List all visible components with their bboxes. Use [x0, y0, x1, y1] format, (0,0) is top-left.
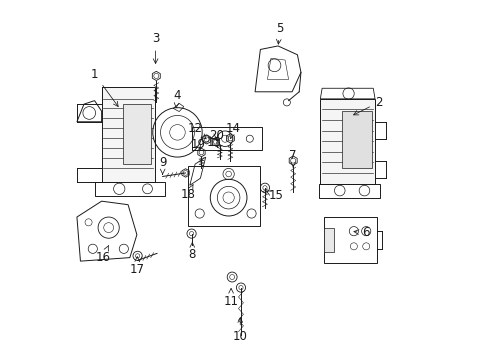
Polygon shape [122, 104, 151, 164]
Polygon shape [341, 111, 371, 168]
Text: 12: 12 [187, 122, 206, 139]
Text: 1: 1 [91, 68, 118, 107]
Text: 7: 7 [289, 149, 296, 167]
Text: 5: 5 [276, 22, 283, 44]
Polygon shape [102, 86, 154, 182]
Text: 3: 3 [152, 32, 159, 63]
Text: 8: 8 [188, 242, 196, 261]
Polygon shape [320, 99, 374, 184]
Polygon shape [323, 228, 334, 252]
Text: 20: 20 [208, 129, 223, 143]
Text: 14: 14 [225, 122, 240, 139]
Text: 16: 16 [95, 246, 110, 264]
Text: 13: 13 [206, 136, 222, 149]
Text: 18: 18 [180, 185, 195, 201]
Text: 2: 2 [353, 96, 382, 115]
Text: 10: 10 [232, 318, 247, 343]
Text: 4: 4 [173, 89, 181, 108]
Text: 15: 15 [265, 189, 283, 202]
Text: 17: 17 [129, 257, 144, 276]
Text: 19: 19 [190, 138, 205, 151]
Bar [212, 139, 218, 145]
Text: 11: 11 [223, 288, 238, 308]
Text: 9: 9 [159, 156, 166, 175]
Text: 6: 6 [353, 226, 369, 239]
